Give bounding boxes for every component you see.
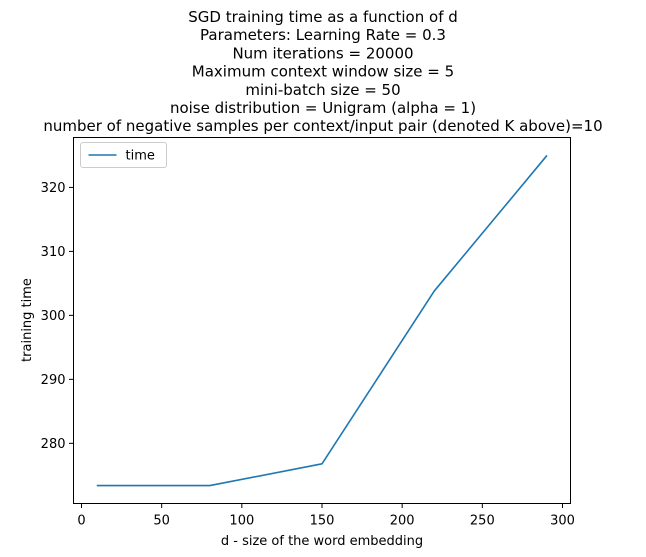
x-tick-label: 300 <box>550 514 575 529</box>
y-axis-ticks: 280 290 300 310 320 <box>41 181 74 452</box>
series-group <box>96 154 548 487</box>
title-line: number of negative samples per context/i… <box>43 117 602 135</box>
title-line: Maximum context window size = 5 <box>192 63 454 81</box>
y-tick-label: 300 <box>41 309 66 324</box>
title-line: SGD training time as a function of d <box>188 8 458 26</box>
series-line-time <box>96 154 548 487</box>
x-tick-label: 250 <box>470 514 495 529</box>
x-axis-ticks: 0 50 100 150 200 250 300 <box>77 503 575 529</box>
plot-area: 0 50 100 150 200 250 300 280 290 300 310 320 <box>41 137 575 529</box>
title-line: noise distribution = Unigram (alpha = 1) <box>170 99 476 117</box>
y-tick-label: 310 <box>41 245 66 260</box>
y-tick-label: 290 <box>41 373 66 388</box>
y-tick-label: 280 <box>41 437 66 452</box>
legend: time <box>80 142 167 168</box>
title-line: Num iterations = 20000 <box>232 44 413 62</box>
title-line: mini-batch size = 50 <box>245 81 400 99</box>
x-tick-label: 150 <box>310 514 335 529</box>
x-tick-label: 50 <box>153 514 170 529</box>
x-tick-label: 0 <box>77 514 85 529</box>
y-axis-label: training time <box>20 278 35 362</box>
x-tick-label: 100 <box>229 514 254 529</box>
legend-box <box>80 142 167 168</box>
x-axis-label: d - size of the word embedding <box>221 534 423 549</box>
chart-title: SGD training time as a function of dPara… <box>43 8 602 135</box>
y-tick-label: 320 <box>41 181 66 196</box>
legend-label: time <box>126 149 155 164</box>
x-tick-label: 200 <box>390 514 415 529</box>
axes-frame <box>73 137 571 504</box>
title-line: Parameters: Learning Rate = 0.3 <box>200 26 446 44</box>
